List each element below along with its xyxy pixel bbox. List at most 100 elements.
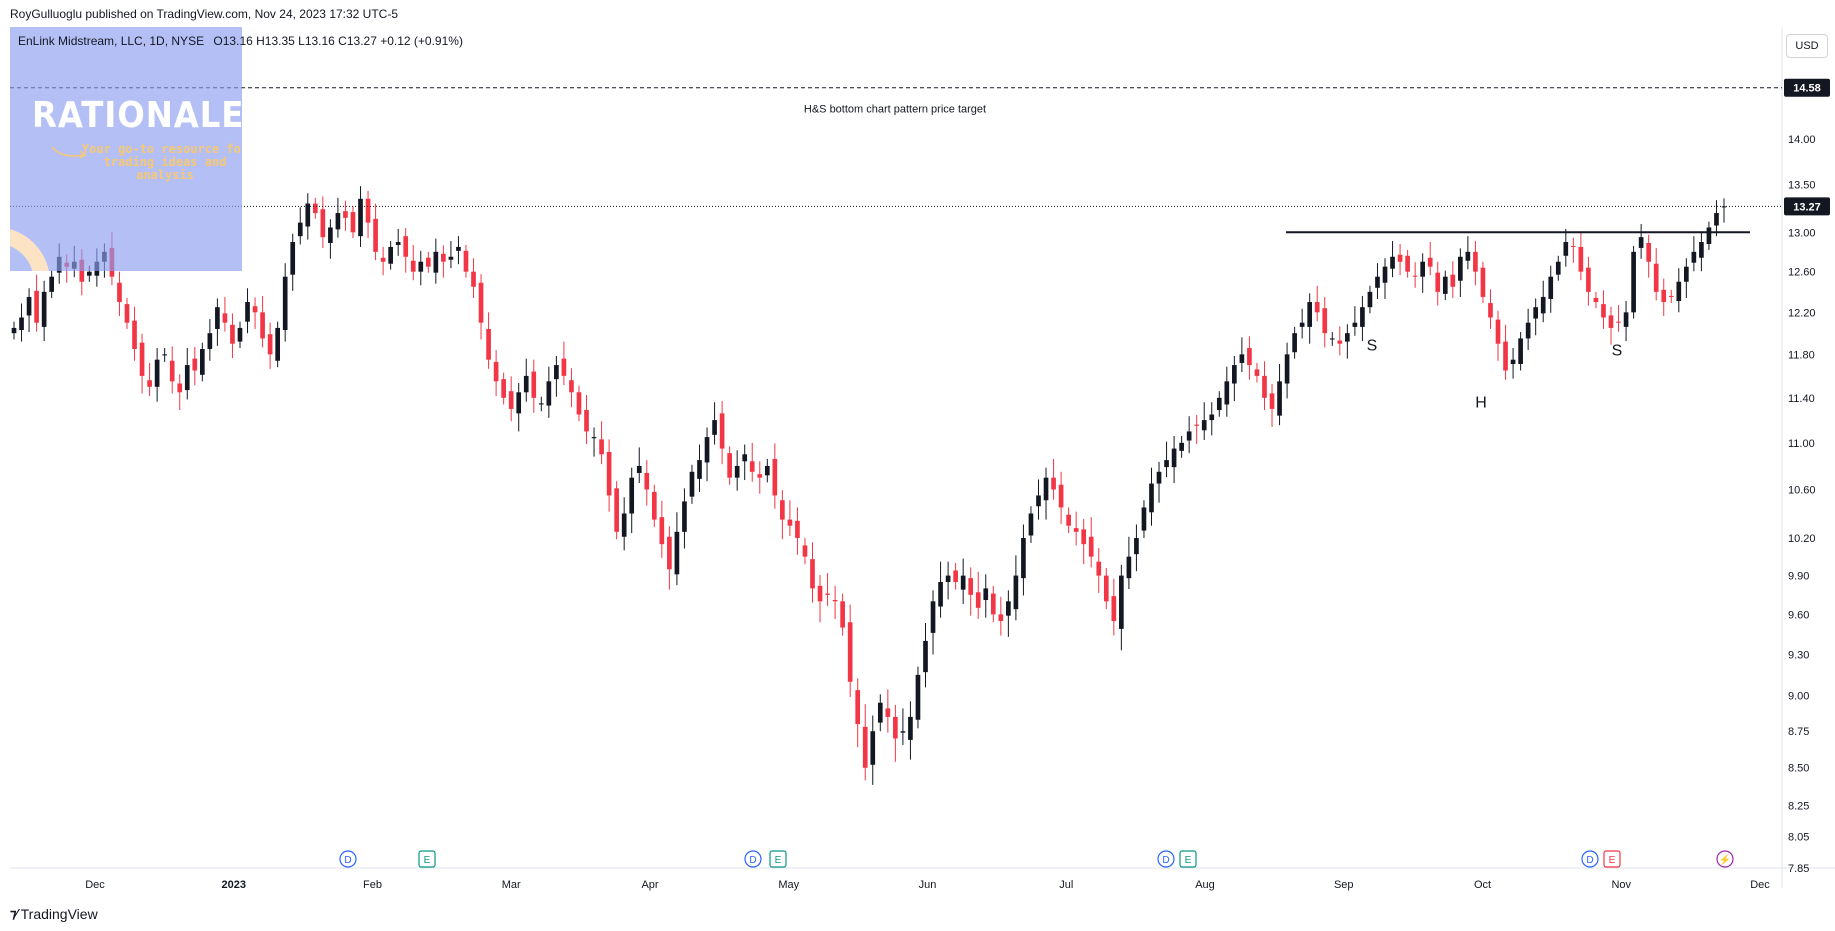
candle xyxy=(531,359,537,413)
candle xyxy=(908,701,913,760)
candle-body xyxy=(1345,333,1350,342)
candle-body xyxy=(199,349,205,375)
candle-body xyxy=(1103,575,1109,602)
candle-body xyxy=(825,593,830,595)
candle-body xyxy=(230,324,235,344)
candle-body xyxy=(1232,365,1237,384)
candle xyxy=(764,458,770,483)
candle-body xyxy=(749,461,755,472)
event-marker-dividend[interactable]: D xyxy=(1157,850,1175,868)
candle xyxy=(870,715,876,785)
candle-body xyxy=(742,454,748,462)
candle xyxy=(1548,265,1554,313)
candle-body xyxy=(614,488,619,532)
candle xyxy=(998,596,1004,636)
candle-body xyxy=(260,312,265,339)
candle xyxy=(41,280,47,342)
candle-body xyxy=(177,383,183,393)
candle xyxy=(787,500,793,537)
candle-body xyxy=(1179,442,1184,451)
candle xyxy=(810,542,815,603)
candle-body xyxy=(1676,281,1682,302)
ohlc-values: O13.16 H13.35 L13.16 C13.27 +0.12 (+0.91… xyxy=(213,34,463,48)
event-marker-earnings-upcoming[interactable]: E xyxy=(1603,850,1621,868)
event-marker-earnings[interactable]: E xyxy=(769,850,787,868)
candle xyxy=(802,537,808,565)
symbol-name[interactable]: EnLink Midstream, LLC, 1D, NYSE xyxy=(18,34,205,48)
candle-body xyxy=(169,360,175,382)
candle xyxy=(930,590,936,655)
candle xyxy=(659,500,665,558)
candle-body xyxy=(1299,322,1305,327)
candle xyxy=(1194,415,1200,444)
candle xyxy=(433,238,439,284)
candle-body xyxy=(584,410,589,432)
event-marker-dividend[interactable]: D xyxy=(1581,850,1599,868)
candle xyxy=(1329,332,1335,346)
candle-body xyxy=(990,593,996,615)
candle-body xyxy=(1149,483,1154,513)
candle xyxy=(1593,291,1599,309)
candle xyxy=(1043,467,1049,520)
candle xyxy=(350,206,356,239)
candle xyxy=(749,442,755,482)
candle-body xyxy=(1284,354,1290,384)
candle xyxy=(1563,228,1569,267)
event-marker-dividend[interactable]: D xyxy=(339,850,357,868)
time-tick-label: Mar xyxy=(502,879,521,891)
candle-body xyxy=(599,439,604,455)
footer-brand[interactable]: ⁊⁄ TradingView xyxy=(10,906,98,922)
event-marker-earnings[interactable]: E xyxy=(1179,850,1197,868)
event-marker-split-or-event[interactable]: ⚡ xyxy=(1716,850,1734,868)
candle xyxy=(410,244,416,281)
candle xyxy=(1164,441,1169,478)
time-tick-label: Jul xyxy=(1059,879,1073,891)
candle xyxy=(1676,268,1682,313)
candle xyxy=(855,678,861,748)
candle-body xyxy=(154,359,160,387)
event-marker-box xyxy=(418,850,436,868)
candle-body xyxy=(1186,431,1192,441)
candle-body xyxy=(275,327,280,361)
candle-body xyxy=(1510,359,1516,364)
candle-body xyxy=(538,403,544,405)
candle xyxy=(893,704,898,762)
time-tick-label: Dec xyxy=(85,879,105,891)
candle-body xyxy=(192,358,198,371)
event-marker-circle xyxy=(339,850,357,868)
candle xyxy=(1488,289,1493,329)
price-tick-label: 8.05 xyxy=(1788,831,1809,843)
watermark-tagline: Your go-to resource for trading ideas an… xyxy=(81,142,242,182)
candle-body xyxy=(629,477,635,514)
event-marker-dividend[interactable]: D xyxy=(744,850,762,868)
candle-body xyxy=(328,227,333,244)
candle-body xyxy=(1412,275,1418,277)
candle-body xyxy=(478,282,484,323)
event-marker-earnings[interactable]: E xyxy=(418,850,436,868)
price-tick-label: 9.00 xyxy=(1788,691,1809,703)
candle xyxy=(1345,324,1350,359)
candle-body xyxy=(1066,514,1071,526)
candle xyxy=(290,233,296,291)
candle xyxy=(651,484,657,527)
candle-body xyxy=(1420,261,1426,277)
currency-button[interactable]: USD xyxy=(1786,34,1828,58)
event-marker-box xyxy=(769,850,787,868)
candle xyxy=(674,512,680,586)
candle xyxy=(1646,234,1652,278)
candle xyxy=(441,245,446,278)
candle xyxy=(561,341,567,386)
candle-body xyxy=(561,358,567,376)
candle-body xyxy=(456,246,461,251)
price-tick-label: 7.85 xyxy=(1788,863,1809,875)
event-marker-label: ⚡ xyxy=(1719,853,1731,866)
candle xyxy=(1503,324,1508,380)
candle xyxy=(1661,278,1667,316)
candle xyxy=(1119,564,1124,651)
candle-body xyxy=(930,601,936,633)
candle-body xyxy=(501,379,506,398)
candle xyxy=(780,490,785,540)
candle-body xyxy=(546,381,552,406)
candle-body xyxy=(448,256,454,260)
